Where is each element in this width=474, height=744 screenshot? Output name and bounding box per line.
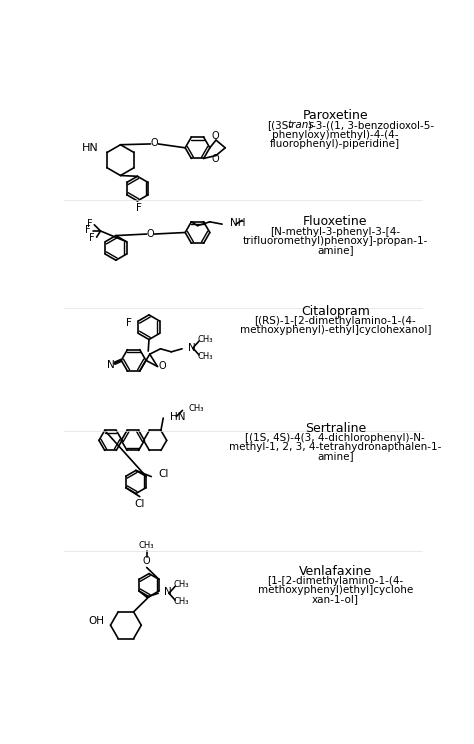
Text: Venlafaxine: Venlafaxine bbox=[299, 565, 372, 578]
Text: Fluoxetine: Fluoxetine bbox=[303, 215, 367, 228]
Text: trifluoromethyl)phenoxy]-propan-1-: trifluoromethyl)phenoxy]-propan-1- bbox=[243, 236, 428, 246]
Text: Citalopram: Citalopram bbox=[301, 305, 370, 318]
Text: amine]: amine] bbox=[317, 246, 354, 255]
Text: [N-methyl-3-phenyl-3-[4-: [N-methyl-3-phenyl-3-[4- bbox=[270, 227, 401, 237]
Text: OH: OH bbox=[88, 615, 104, 626]
Text: xan-1-ol]: xan-1-ol] bbox=[312, 594, 359, 604]
Text: [1-[2-dimethylamino-1-(4-: [1-[2-dimethylamino-1-(4- bbox=[267, 576, 403, 586]
Text: CH₃: CH₃ bbox=[198, 352, 213, 361]
Text: [(RS)-1-[2-dimethylamino-1-(4-: [(RS)-1-[2-dimethylamino-1-(4- bbox=[255, 316, 416, 326]
Text: )-3-((1, 3-benzodioxol-5-: )-3-((1, 3-benzodioxol-5- bbox=[309, 121, 435, 130]
Text: HN: HN bbox=[170, 411, 186, 422]
Text: Cl: Cl bbox=[135, 499, 145, 510]
Text: O: O bbox=[211, 154, 219, 164]
Text: amine]: amine] bbox=[317, 452, 354, 461]
Text: O: O bbox=[151, 138, 158, 148]
Text: F: F bbox=[126, 318, 132, 328]
Text: F: F bbox=[87, 219, 92, 229]
Text: phenyloxy)methyl)-4-(4-: phenyloxy)methyl)-4-(4- bbox=[272, 129, 399, 140]
Text: CH₃: CH₃ bbox=[173, 580, 189, 589]
Text: N: N bbox=[164, 588, 172, 597]
Text: Sertraline: Sertraline bbox=[305, 423, 366, 435]
Text: [(1S, 4S)-4(3, 4-dichlorophenyl)-N-: [(1S, 4S)-4(3, 4-dichlorophenyl)-N- bbox=[246, 433, 425, 443]
Text: N: N bbox=[188, 343, 196, 353]
Text: O: O bbox=[158, 362, 166, 371]
Text: methoxyphenyl)ethyl]cyclohe: methoxyphenyl)ethyl]cyclohe bbox=[258, 585, 413, 594]
Text: methoxyphenyl)-ethyl]cyclohexanol]: methoxyphenyl)-ethyl]cyclohexanol] bbox=[239, 325, 431, 336]
Text: N: N bbox=[107, 360, 114, 370]
Text: F: F bbox=[85, 225, 91, 235]
Text: O: O bbox=[211, 131, 219, 141]
Text: methyl-1, 2, 3, 4-tetrahydronapthalen-1-: methyl-1, 2, 3, 4-tetrahydronapthalen-1- bbox=[229, 443, 441, 452]
Text: fluorophenyl)-piperidine]: fluorophenyl)-piperidine] bbox=[270, 139, 401, 149]
Text: NH: NH bbox=[230, 217, 246, 228]
Text: Cl: Cl bbox=[158, 469, 169, 479]
Text: [(3S-: [(3S- bbox=[267, 121, 292, 130]
Text: Paroxetine: Paroxetine bbox=[302, 109, 368, 122]
Text: CH₃: CH₃ bbox=[173, 597, 189, 606]
Text: O: O bbox=[143, 556, 150, 565]
Text: CH₃: CH₃ bbox=[139, 541, 155, 550]
Text: CH₃: CH₃ bbox=[198, 335, 213, 344]
Text: HN: HN bbox=[82, 143, 99, 153]
Text: O: O bbox=[147, 229, 155, 239]
Text: F: F bbox=[136, 203, 142, 213]
Text: trans: trans bbox=[288, 121, 314, 130]
Text: CH₃: CH₃ bbox=[189, 404, 204, 414]
Text: F: F bbox=[89, 233, 95, 243]
